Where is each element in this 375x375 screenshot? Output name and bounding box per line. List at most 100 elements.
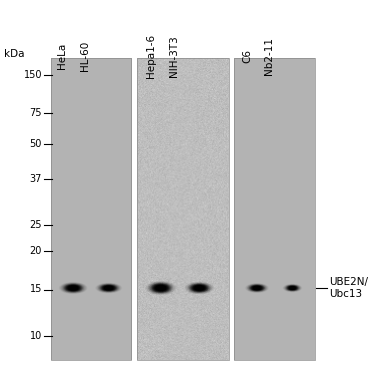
Ellipse shape — [198, 287, 201, 289]
Bar — [137, 58, 229, 360]
Text: HeLa: HeLa — [57, 43, 68, 69]
Ellipse shape — [153, 285, 168, 291]
Ellipse shape — [250, 285, 264, 291]
Ellipse shape — [286, 286, 298, 290]
Ellipse shape — [104, 286, 114, 290]
Ellipse shape — [196, 286, 203, 290]
Ellipse shape — [106, 287, 111, 289]
Ellipse shape — [289, 286, 296, 290]
Ellipse shape — [100, 285, 117, 291]
Ellipse shape — [154, 285, 167, 291]
Ellipse shape — [156, 286, 166, 290]
Ellipse shape — [65, 285, 82, 291]
Ellipse shape — [152, 284, 170, 292]
Ellipse shape — [291, 287, 294, 289]
Ellipse shape — [150, 284, 171, 292]
Ellipse shape — [159, 287, 162, 289]
Ellipse shape — [67, 285, 80, 291]
Ellipse shape — [99, 285, 118, 291]
Ellipse shape — [286, 285, 299, 291]
Ellipse shape — [286, 285, 298, 291]
Ellipse shape — [102, 285, 115, 291]
Ellipse shape — [159, 287, 163, 289]
Text: 150: 150 — [24, 70, 42, 80]
Ellipse shape — [197, 287, 202, 289]
Ellipse shape — [102, 286, 115, 290]
Text: C6: C6 — [242, 49, 252, 63]
Ellipse shape — [157, 286, 165, 290]
Ellipse shape — [189, 284, 210, 292]
Ellipse shape — [104, 286, 114, 290]
Ellipse shape — [189, 284, 210, 292]
Ellipse shape — [66, 285, 81, 291]
Ellipse shape — [63, 284, 83, 292]
Ellipse shape — [101, 285, 116, 291]
Ellipse shape — [155, 285, 166, 291]
Ellipse shape — [252, 286, 262, 290]
Ellipse shape — [103, 286, 114, 290]
Text: 15: 15 — [30, 285, 42, 294]
Ellipse shape — [154, 285, 168, 291]
Ellipse shape — [69, 286, 77, 290]
Ellipse shape — [71, 287, 75, 289]
Ellipse shape — [152, 284, 170, 292]
Ellipse shape — [251, 286, 263, 290]
Ellipse shape — [190, 284, 209, 292]
Ellipse shape — [252, 286, 262, 290]
Ellipse shape — [154, 285, 167, 291]
Ellipse shape — [197, 287, 201, 289]
Ellipse shape — [194, 286, 205, 290]
Ellipse shape — [67, 286, 79, 290]
Ellipse shape — [192, 285, 206, 291]
Text: 37: 37 — [30, 174, 42, 184]
Ellipse shape — [249, 285, 265, 291]
Ellipse shape — [287, 286, 298, 290]
Ellipse shape — [255, 287, 259, 289]
Ellipse shape — [192, 285, 207, 291]
Ellipse shape — [195, 286, 204, 290]
Ellipse shape — [105, 286, 112, 290]
Ellipse shape — [66, 285, 80, 291]
Ellipse shape — [287, 286, 297, 290]
Ellipse shape — [105, 287, 112, 289]
Ellipse shape — [70, 286, 76, 290]
Ellipse shape — [252, 286, 262, 290]
Ellipse shape — [251, 286, 263, 290]
Ellipse shape — [288, 286, 297, 290]
Ellipse shape — [253, 286, 261, 290]
Ellipse shape — [287, 286, 298, 290]
Ellipse shape — [249, 285, 265, 291]
Ellipse shape — [150, 283, 172, 293]
Ellipse shape — [191, 285, 208, 291]
Ellipse shape — [192, 285, 207, 291]
Ellipse shape — [291, 287, 294, 289]
Ellipse shape — [190, 284, 209, 292]
Ellipse shape — [193, 285, 206, 291]
Ellipse shape — [106, 287, 112, 289]
Text: NIH-3T3: NIH-3T3 — [169, 35, 179, 77]
Ellipse shape — [289, 286, 296, 290]
Text: UBE2N/
Ubc13: UBE2N/ Ubc13 — [329, 277, 368, 299]
Ellipse shape — [156, 286, 165, 290]
Ellipse shape — [153, 284, 169, 292]
Ellipse shape — [104, 286, 113, 290]
Ellipse shape — [69, 286, 78, 290]
Ellipse shape — [253, 286, 261, 290]
Ellipse shape — [151, 284, 171, 292]
Ellipse shape — [71, 287, 75, 289]
Ellipse shape — [190, 284, 208, 292]
Bar — [234, 58, 315, 360]
Ellipse shape — [289, 287, 296, 289]
Ellipse shape — [69, 286, 77, 290]
Ellipse shape — [64, 284, 82, 292]
Ellipse shape — [68, 286, 78, 290]
Ellipse shape — [99, 284, 118, 292]
Ellipse shape — [101, 285, 117, 291]
Ellipse shape — [254, 287, 260, 289]
Ellipse shape — [288, 286, 297, 290]
Ellipse shape — [158, 287, 164, 289]
Ellipse shape — [254, 287, 260, 289]
Ellipse shape — [251, 285, 264, 291]
Ellipse shape — [63, 284, 84, 292]
Ellipse shape — [195, 286, 204, 290]
